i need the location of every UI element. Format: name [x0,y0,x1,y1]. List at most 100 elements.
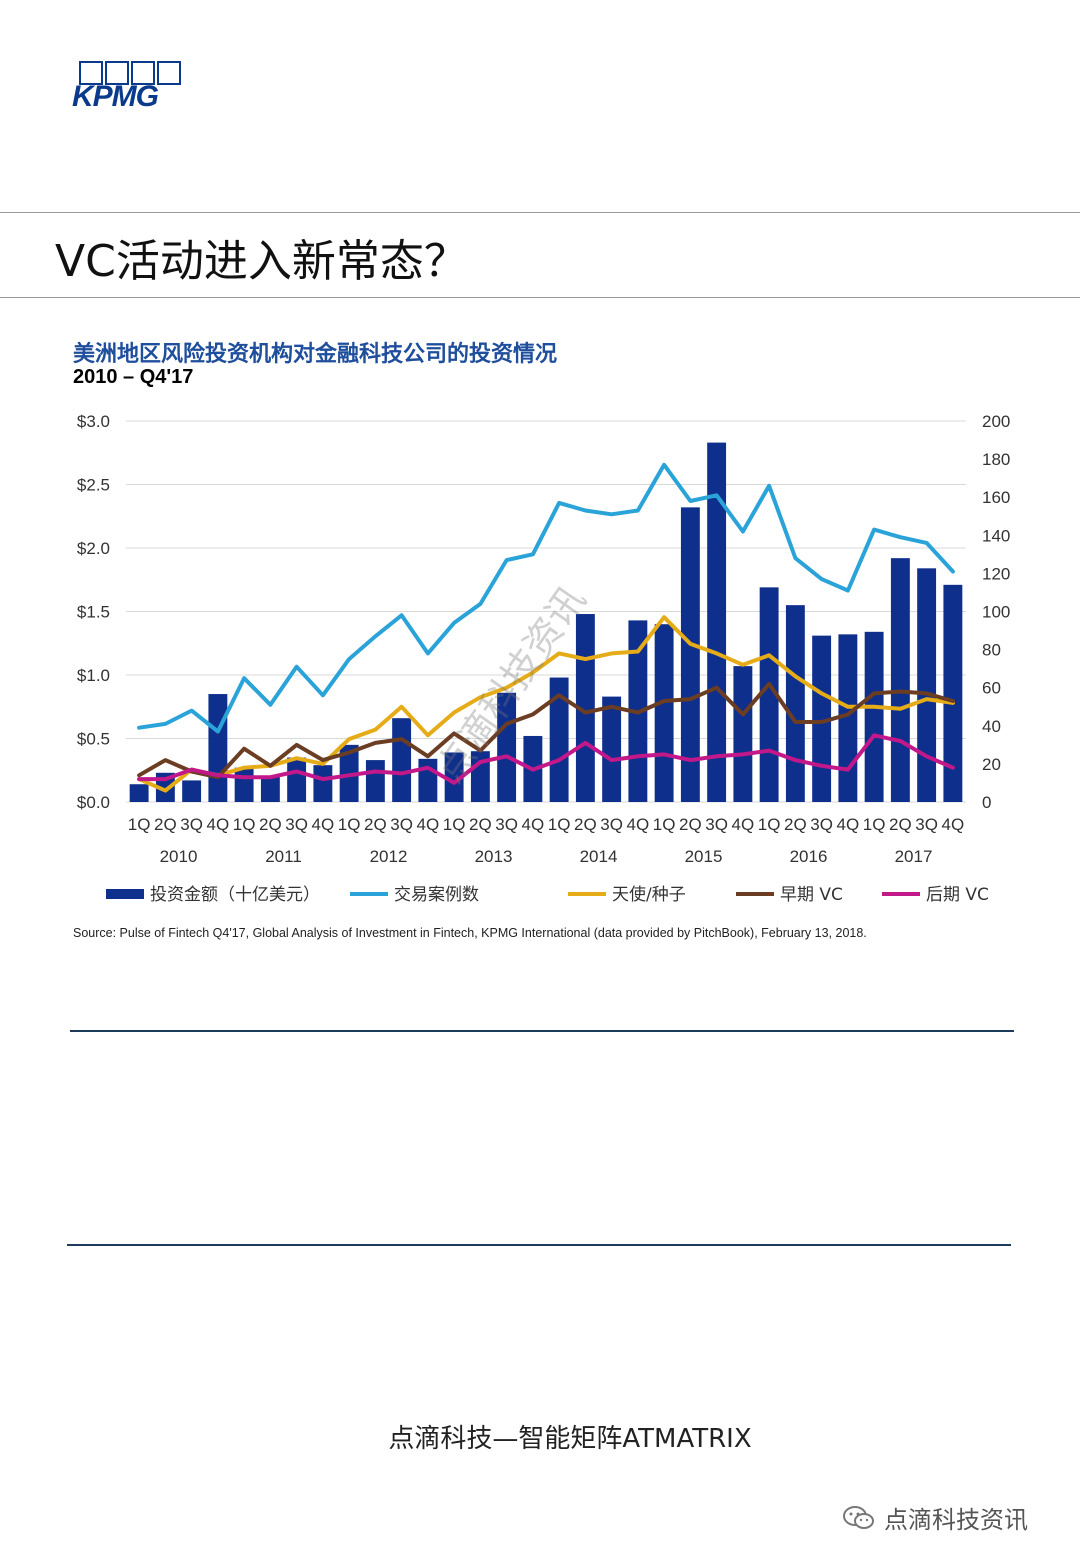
x-quarter-label: 3Q [495,815,518,834]
x-year-label: 2012 [370,847,408,866]
x-year-label: 2016 [790,847,828,866]
section-rule-bottom [67,1244,1011,1246]
x-quarter-label: 2Q [259,815,282,834]
x-quarter-label: 2Q [784,815,807,834]
bar [838,634,858,802]
page-title: VC活动进入新常态？ [55,236,468,287]
x-quarter-label: 3Q [810,815,833,834]
bar [129,784,149,802]
wechat-label: 点滴科技资讯 [884,1506,1028,1534]
y-right-tick-label: 120 [982,564,1010,583]
bar [208,694,228,802]
x-quarter-label: 2Q [574,815,597,834]
x-quarter-label: 1Q [548,815,571,834]
y-right-tick-label: 100 [982,603,1010,622]
y-left-tick-label: $3.0 [77,412,110,431]
y-left-tick-label: $2.5 [77,476,110,495]
bar [287,757,307,802]
bar [759,587,779,802]
y-right-tick-label: 80 [982,641,1001,660]
x-quarter-label: 1Q [128,815,151,834]
wechat-icon [843,1505,874,1529]
x-quarter-label: 1Q [233,815,256,834]
bar [890,558,910,802]
y-right-tick-label: 180 [982,450,1010,469]
source-note: Source: Pulse of Fintech Q4'17, Global A… [73,926,867,940]
x-quarter-label: 3Q [600,815,623,834]
x-quarter-label: 1Q [758,815,781,834]
x-quarter-label: 1Q [443,815,466,834]
x-quarter-label: 2Q [679,815,702,834]
bar [575,614,595,802]
legend-label: 早期 VC [780,885,843,905]
legend-label: 后期 VC [926,885,989,905]
bar [917,568,937,802]
section-rule-top [70,1030,1014,1032]
bar [549,677,569,802]
chart-subtitle: 2010 – Q4'17 [73,366,194,388]
x-quarter-label: 2Q [364,815,387,834]
x-quarter-label: 1Q [653,815,676,834]
bar [182,780,202,802]
title-divider [0,297,1080,298]
bar [444,752,464,802]
x-year-label: 2014 [580,847,618,866]
y-right-tick-label: 160 [982,488,1010,507]
x-quarter-label: 4Q [522,815,545,834]
y-left-tick-label: $1.5 [77,603,110,622]
bar [392,718,412,802]
y-right-tick-label: 40 [982,717,1001,736]
bar [313,765,333,802]
x-quarter-label: 1Q [338,815,361,834]
bar [680,507,700,802]
bar [654,624,674,802]
x-quarter-label: 4Q [732,815,755,834]
y-right-tick-label: 200 [982,412,1010,431]
bar [260,776,280,802]
x-quarter-label: 1Q [863,815,886,834]
top-divider [0,212,1080,213]
x-quarter-label: 4Q [942,815,965,834]
chart-title: 美洲地区风险投资机构对金融科技公司的投资情况 [73,342,558,367]
footer-text: 点滴科技—智能矩阵ATMATRIX [388,1424,752,1454]
bar [365,760,385,802]
y-left-tick-label: $2.0 [77,539,110,558]
series-line [137,462,955,734]
bar [812,635,832,802]
bar [943,584,963,802]
x-year-label: 2013 [475,847,513,866]
x-year-label: 2017 [895,847,933,866]
y-right-tick-label: 60 [982,679,1001,698]
bar [234,767,254,802]
x-quarter-label: 3Q [915,815,938,834]
x-quarter-label: 3Q [180,815,203,834]
bar [733,666,753,802]
x-quarter-label: 2Q [154,815,177,834]
kpmg-logo: KPMG [72,61,181,112]
legend-label: 投资金额（十亿美元） [150,885,320,905]
x-quarter-label: 4Q [312,815,335,834]
legend-swatch [106,889,144,899]
svg-text:KPMG: KPMG [72,80,159,112]
y-right-tick-label: 140 [982,526,1010,545]
x-quarter-label: 3Q [705,815,728,834]
y-left-tick-label: $0.0 [77,793,110,812]
bar [864,631,884,802]
x-quarter-label: 4Q [627,815,650,834]
series-line [137,681,955,780]
wechat-account[interactable]: 点滴科技资讯 [842,1500,1028,1535]
y-right-tick-label: 20 [982,755,1001,774]
x-year-label: 2011 [265,847,302,866]
x-quarter-label: 3Q [390,815,413,834]
legend-label: 天使/种子 [612,884,686,905]
series-line [137,733,955,785]
y-right-tick-label: 0 [982,793,991,812]
investment-chart: $0.0 $0.5 $1.0 $1.5 $2.0 $2.5 $3.0 0 20 40 60 80 100… [77,412,1010,905]
x-quarter-label: 4Q [417,815,440,834]
legend-label: 交易案例数 [394,885,479,905]
x-quarter-label: 3Q [285,815,308,834]
x-quarter-label: 2Q [469,815,492,834]
bar [602,696,622,802]
y-left-tick-label: $1.0 [77,666,110,685]
x-quarter-label: 4Q [207,815,230,834]
